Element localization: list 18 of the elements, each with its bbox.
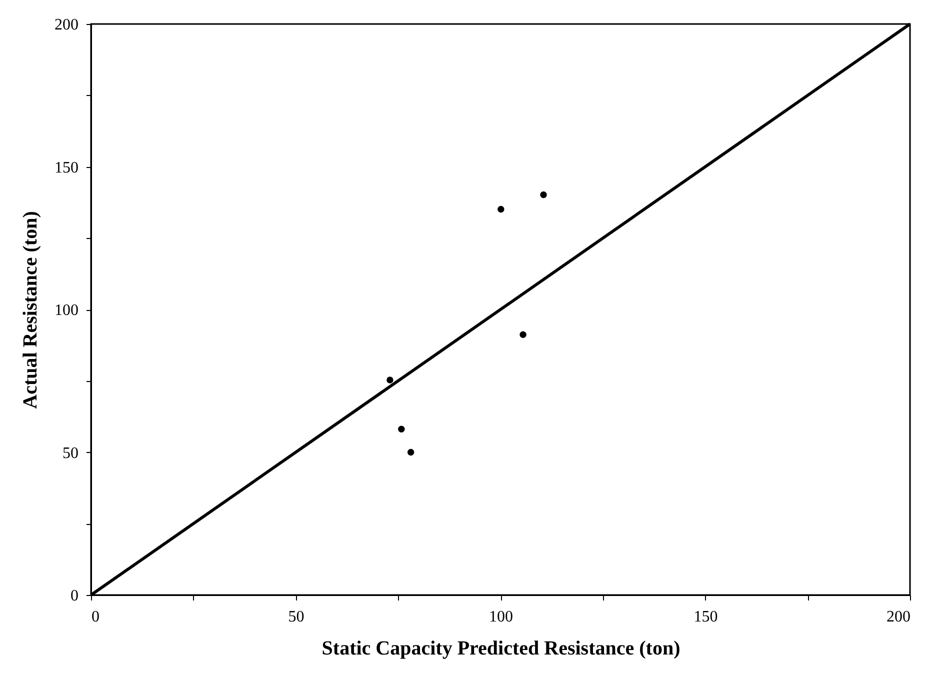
x-tick-label: 0 — [92, 608, 100, 626]
y-tick-label: 150 — [54, 159, 78, 176]
y-tick-label: 100 — [54, 302, 78, 319]
y-tick-label: 200 — [54, 16, 78, 34]
x-axis-title: Static Capacity Predicted Resistance (ton) — [322, 638, 680, 660]
point — [398, 426, 405, 432]
point — [498, 206, 504, 213]
point — [386, 376, 394, 384]
x-tick-label: 200 — [886, 608, 910, 626]
point — [407, 448, 414, 456]
x-tick-label: 100 — [489, 608, 513, 626]
y-tick-label: 50 — [62, 444, 78, 462]
y-tick-label: 0 — [70, 588, 78, 604]
point — [520, 331, 526, 338]
x-tick-label: 150 — [694, 608, 718, 626]
y-axis-title: Actual Resistance (ton) — [20, 211, 42, 409]
x-tick-label: 50 — [288, 608, 304, 626]
point — [540, 191, 547, 198]
